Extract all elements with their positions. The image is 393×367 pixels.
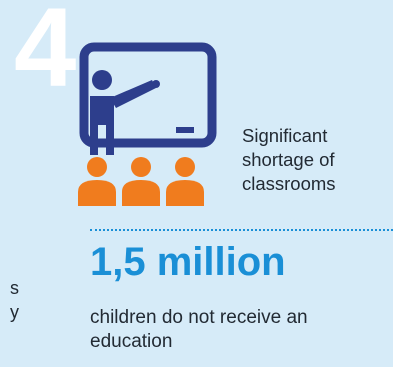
statistic-description: children do not receive an education xyxy=(90,307,308,352)
icon-caption: Significant shortage of classrooms xyxy=(242,124,336,196)
student-body xyxy=(78,180,116,206)
student-body xyxy=(122,180,160,206)
caption-line: shortage of xyxy=(242,149,335,170)
student-head xyxy=(131,157,151,177)
board-line xyxy=(176,127,194,133)
fragment-line: s xyxy=(10,278,19,298)
teacher-arm xyxy=(110,80,156,108)
student-head xyxy=(175,157,195,177)
teacher-hand xyxy=(152,80,160,88)
teacher-head xyxy=(92,70,112,90)
caption-line: classrooms xyxy=(242,173,336,194)
teacher-body xyxy=(90,96,114,155)
students-icon xyxy=(78,157,204,206)
cropped-text-fragment: s y xyxy=(0,276,20,324)
student-body xyxy=(166,180,204,206)
dotted-divider xyxy=(90,229,393,231)
item-number: 4 xyxy=(14,0,76,110)
statistic-value: 1,5 million xyxy=(90,240,286,284)
fragment-line: y xyxy=(10,302,19,322)
board-frame xyxy=(79,42,217,148)
caption-line: Significant xyxy=(242,125,328,146)
student-head xyxy=(87,157,107,177)
